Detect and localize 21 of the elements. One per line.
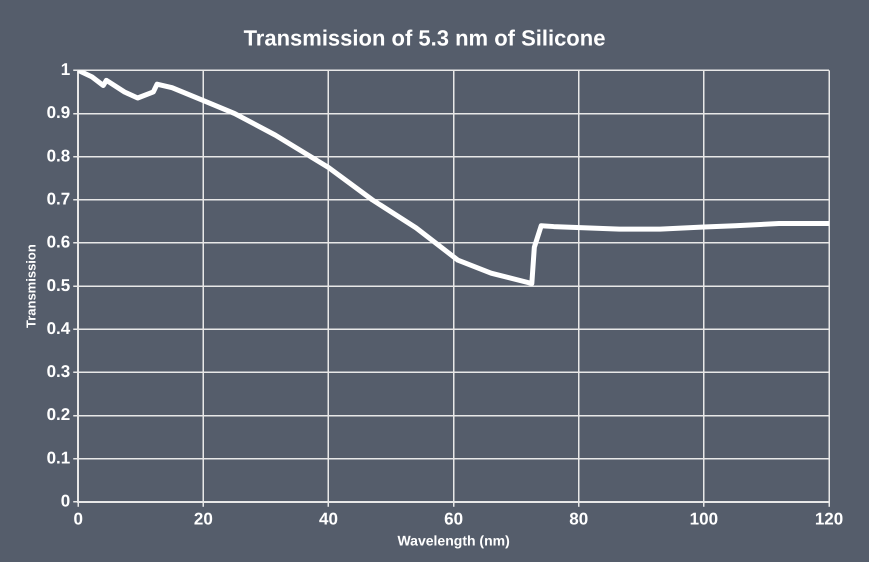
x-tick-label: 120 (814, 510, 844, 529)
y-tick-label: 0.1 (46, 448, 70, 468)
y-tick-label: 1 (60, 60, 70, 80)
x-tick-label: 40 (319, 510, 338, 529)
y-tick-label: 0.7 (46, 190, 70, 209)
y-tick-label: 0.6 (46, 232, 70, 252)
x-tick-label: 0 (74, 510, 83, 529)
x-tick-label: 20 (194, 510, 213, 529)
y-tick-label: 0.8 (46, 146, 70, 166)
y-tick-label: 0.5 (46, 276, 70, 295)
y-axis-title: Transmission (23, 244, 38, 328)
y-tick-label: 0.4 (46, 318, 71, 338)
x-axis-title: Wavelength (nm) (397, 532, 510, 548)
y-tick-label: 0.2 (46, 405, 70, 424)
y-tick-label: 0.9 (46, 103, 70, 122)
chart-title: Transmission of 5.3 nm of Silicone (244, 25, 606, 50)
x-tick-label: 80 (569, 510, 588, 529)
x-tick-label: 100 (690, 510, 718, 529)
y-tick-label: 0 (60, 491, 70, 510)
y-tick-label: 0.3 (46, 362, 70, 382)
x-tick-label: 60 (444, 510, 464, 529)
